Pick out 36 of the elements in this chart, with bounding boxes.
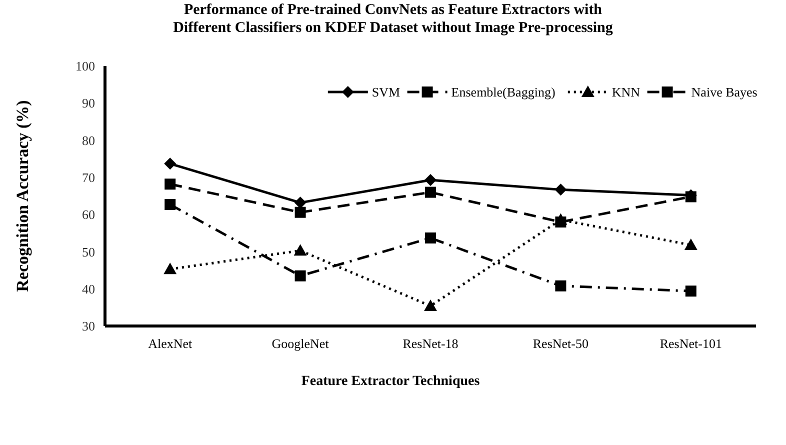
point bbox=[164, 199, 176, 210]
point bbox=[555, 280, 566, 292]
point bbox=[425, 186, 436, 198]
x-tick-label: ResNet-50 bbox=[532, 336, 589, 351]
point bbox=[164, 158, 176, 170]
y-tick-label: 30 bbox=[82, 318, 95, 334]
point bbox=[424, 299, 437, 311]
point bbox=[294, 244, 307, 256]
y-tick-label: 50 bbox=[82, 244, 95, 260]
chart-title: Performance of Pre-trained ConvNets as Feature Extractors with Different Classifiers on KDEF Dataset without Image Pre-processing bbox=[173, 2, 614, 36]
y-tick-label: 40 bbox=[82, 281, 95, 296]
point bbox=[554, 184, 567, 196]
point bbox=[424, 174, 436, 186]
y-tick-label: 90 bbox=[82, 96, 95, 111]
x-tick-label: ResNet-101 bbox=[660, 336, 722, 351]
x-axis-title: Feature Extractor Techniques bbox=[301, 374, 480, 389]
point bbox=[294, 206, 306, 218]
legend-label: KNN bbox=[612, 84, 641, 100]
x-tick-label: GoogleNet bbox=[272, 336, 330, 351]
x-tick-label: ResNet-18 bbox=[402, 336, 458, 351]
x-tick-label: AlexNet bbox=[148, 336, 193, 351]
point bbox=[684, 238, 698, 250]
point bbox=[164, 262, 177, 274]
y-tick-label: 100 bbox=[76, 58, 95, 74]
legend-label: Ensemble(Bagging) bbox=[451, 84, 556, 100]
point bbox=[685, 286, 696, 297]
point bbox=[555, 216, 566, 228]
point bbox=[425, 232, 436, 244]
y-tick-label: 60 bbox=[82, 207, 95, 222]
y-axis-title: Recognition Accuracy (%) bbox=[13, 100, 32, 292]
point bbox=[164, 178, 176, 190]
point bbox=[294, 270, 306, 282]
y-tick-label: 70 bbox=[82, 170, 95, 185]
legend-label: Naive Bayes bbox=[691, 84, 758, 100]
y-tick-label: 80 bbox=[82, 132, 95, 148]
legend-label: SVM bbox=[372, 84, 401, 100]
